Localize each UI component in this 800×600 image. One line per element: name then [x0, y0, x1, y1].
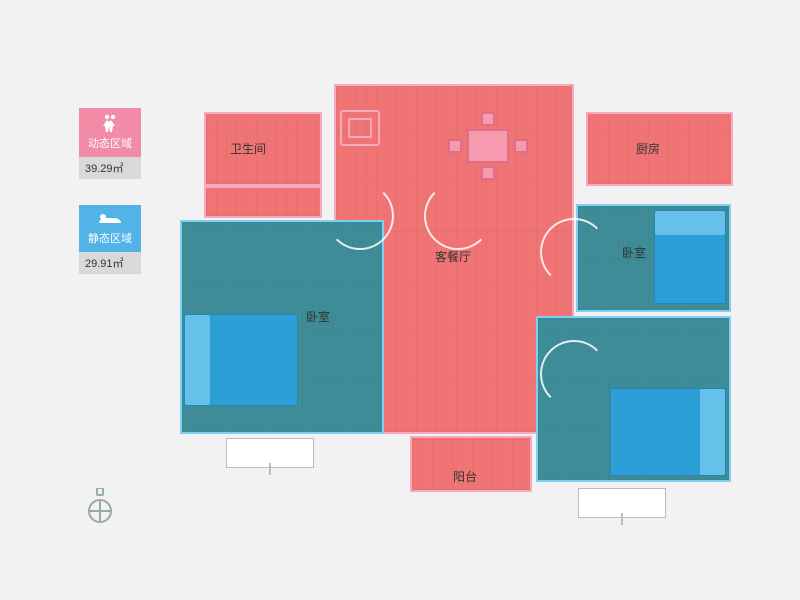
legend-dynamic-value: 39.29㎡ [79, 157, 141, 179]
sleep-icon [97, 211, 123, 227]
room-label-living: 客餐厅 [435, 248, 471, 265]
bed-1 [654, 210, 726, 304]
legend-dynamic-box: 动态区域 [79, 108, 141, 157]
room-label-bedroom_tr: 卧室 [622, 244, 646, 261]
door-arc-3 [540, 340, 608, 408]
legend-static-value: 29.91㎡ [79, 252, 141, 274]
door-arc-2 [540, 218, 608, 286]
legend-static: 静态区域 29.91㎡ [79, 205, 141, 274]
legend-dynamic-label: 动态区域 [88, 138, 132, 150]
kitchen-sink [340, 110, 380, 146]
bed-0 [184, 314, 298, 406]
balcony-rail-1 [578, 488, 666, 518]
balcony-rail-0 [226, 438, 314, 468]
bed-2 [610, 388, 726, 476]
legend-static-box: 静态区域 [79, 205, 141, 252]
room-label-kitchen: 厨房 [636, 140, 660, 157]
legend-static-label: 静态区域 [88, 233, 132, 245]
door-arc-0 [326, 182, 394, 250]
dining-table [458, 122, 518, 170]
door-arc-1 [424, 182, 492, 250]
room-hallway [204, 186, 322, 218]
compass-icon [85, 488, 115, 526]
legend-dynamic: 动态区域 39.29㎡ [79, 108, 141, 179]
floorplan: 卫生间厨房客餐厅阳台卧室卧室卧室 [180, 70, 740, 510]
room-label-balcony: 阳台 [453, 468, 477, 485]
room-label-bedroom_l: 卧室 [306, 308, 330, 325]
people-icon [99, 114, 121, 132]
room-label-bathroom: 卫生间 [230, 140, 266, 157]
